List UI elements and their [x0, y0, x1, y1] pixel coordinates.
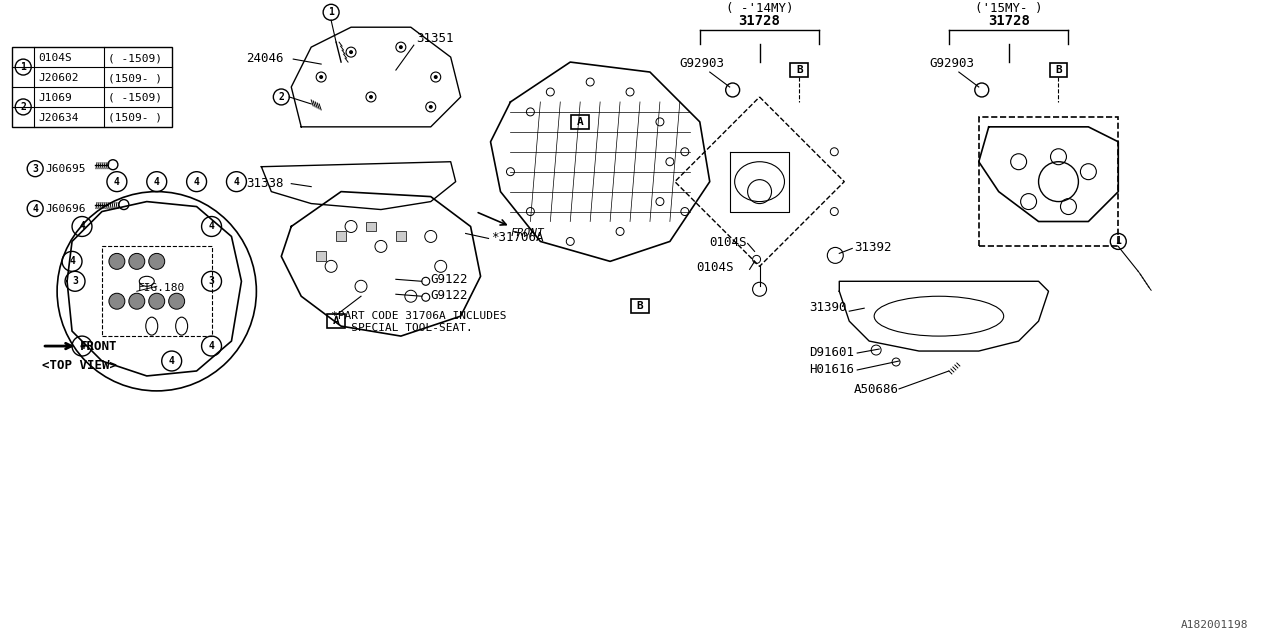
Text: J20634: J20634	[38, 113, 78, 123]
Text: B: B	[1055, 65, 1062, 75]
Text: (1509- ): (1509- )	[108, 73, 161, 83]
Text: ('15MY- ): ('15MY- )	[975, 3, 1042, 15]
Text: 1: 1	[328, 7, 334, 17]
Text: A182001198: A182001198	[1180, 620, 1248, 630]
Bar	[979, 117, 1119, 246]
Text: 0104S: 0104S	[38, 53, 72, 63]
Circle shape	[369, 95, 372, 99]
Text: 31728: 31728	[739, 14, 781, 28]
Text: 4: 4	[114, 177, 120, 187]
Text: FRONT: FRONT	[511, 228, 544, 239]
Text: H01616: H01616	[809, 363, 854, 376]
Bar	[316, 252, 326, 261]
Circle shape	[148, 293, 165, 309]
Text: 31392: 31392	[854, 241, 892, 255]
Text: 24046: 24046	[247, 52, 284, 65]
Bar	[1050, 63, 1068, 77]
Circle shape	[319, 75, 323, 79]
Circle shape	[169, 293, 184, 309]
Text: A50686: A50686	[854, 383, 900, 396]
Text: J60696: J60696	[45, 204, 86, 214]
Text: A: A	[333, 316, 339, 326]
Text: 4: 4	[209, 221, 215, 232]
Text: 4: 4	[79, 341, 84, 351]
Circle shape	[429, 105, 433, 109]
Bar	[791, 63, 809, 77]
Text: 1: 1	[1115, 236, 1121, 246]
Circle shape	[434, 75, 438, 79]
Text: 2: 2	[278, 92, 284, 102]
Circle shape	[129, 253, 145, 269]
Text: 3: 3	[32, 164, 38, 173]
Text: FRONT: FRONT	[81, 340, 118, 353]
Bar	[337, 232, 346, 241]
Text: J20602: J20602	[38, 73, 78, 83]
Text: 31351: 31351	[416, 32, 453, 45]
Text: G92903: G92903	[680, 57, 724, 70]
Text: 4: 4	[233, 177, 239, 187]
Text: ( -1509): ( -1509)	[108, 53, 161, 63]
Text: A: A	[577, 117, 584, 127]
Bar	[102, 246, 211, 336]
Bar	[396, 232, 406, 241]
Text: 4: 4	[193, 177, 200, 187]
Text: G92903: G92903	[929, 57, 974, 70]
Text: 1: 1	[20, 62, 26, 72]
Text: ( -'14MY): ( -'14MY)	[726, 3, 794, 15]
Text: G9122: G9122	[431, 289, 468, 302]
Text: 4: 4	[154, 177, 160, 187]
Circle shape	[349, 50, 353, 54]
Bar	[571, 115, 589, 129]
Text: 3: 3	[209, 276, 215, 286]
Text: ( -1509): ( -1509)	[108, 93, 161, 103]
Text: G9122: G9122	[431, 273, 468, 286]
Text: 0104S: 0104S	[709, 236, 748, 250]
Text: *PART CODE 31706A INCLUDES
   SPECIAL TOOL-SEAT.: *PART CODE 31706A INCLUDES SPECIAL TOOL-…	[332, 311, 507, 333]
Text: 4: 4	[209, 341, 215, 351]
Text: J1069: J1069	[38, 93, 72, 103]
Circle shape	[109, 253, 125, 269]
Circle shape	[399, 45, 403, 49]
Text: 31338: 31338	[247, 177, 284, 189]
Text: 2: 2	[20, 102, 26, 112]
Text: J60695: J60695	[45, 164, 86, 173]
Text: (1509- ): (1509- )	[108, 113, 161, 123]
Circle shape	[148, 253, 165, 269]
Bar	[13, 47, 172, 127]
Bar	[366, 221, 376, 232]
Text: 4: 4	[32, 204, 38, 214]
Text: <TOP VIEW>: <TOP VIEW>	[42, 360, 118, 372]
Circle shape	[129, 293, 145, 309]
Text: 4: 4	[79, 221, 84, 232]
Bar	[328, 314, 346, 328]
Text: 31728: 31728	[988, 14, 1029, 28]
Text: 31390: 31390	[809, 301, 847, 314]
Text: B: B	[796, 65, 803, 75]
Text: FIG.180: FIG.180	[138, 284, 186, 293]
Text: B: B	[636, 301, 644, 311]
Text: 3: 3	[72, 276, 78, 286]
Bar	[631, 300, 649, 313]
Text: *31706A: *31706A	[490, 232, 543, 244]
Circle shape	[109, 293, 125, 309]
Text: 4: 4	[69, 257, 76, 266]
Text: 0104S: 0104S	[696, 261, 733, 275]
Text: 4: 4	[169, 356, 174, 366]
Text: D91601: D91601	[809, 346, 854, 359]
